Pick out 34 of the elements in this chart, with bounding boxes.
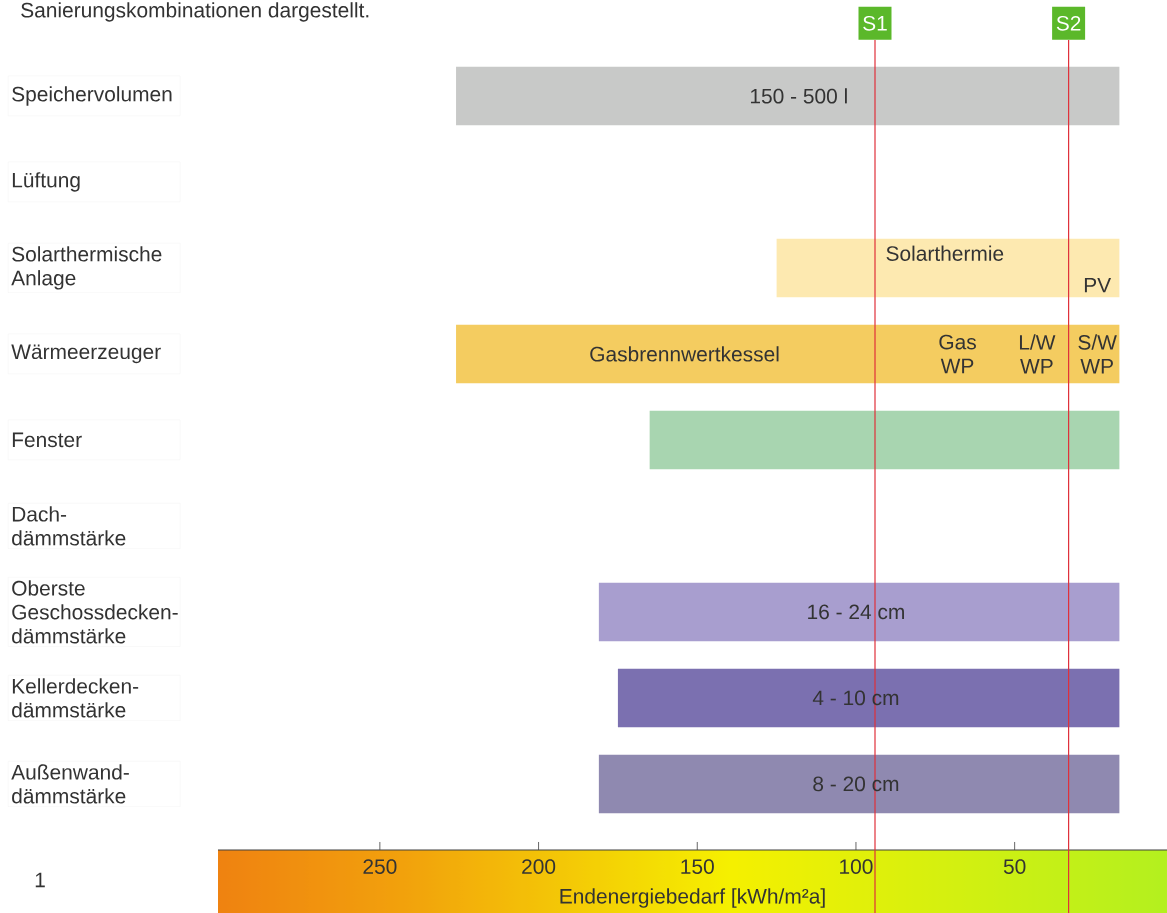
x-tick-label: 250: [363, 859, 397, 874]
y-tick-label: Fenster: [12, 432, 82, 448]
y-tick-label: Oberste Geschossdecken-dämmstärke: [12, 580, 178, 644]
x-tick-label: 200: [522, 859, 556, 874]
bar: [617, 668, 1120, 728]
bar: [456, 66, 1120, 126]
ref-line-label: S1: [863, 15, 887, 31]
annotation: 16 - 24 cm: [808, 604, 904, 620]
bar: [598, 754, 1120, 814]
x-tick-label: 150: [681, 859, 714, 874]
x-tick-label: 50: [1003, 859, 1026, 874]
x-tick-label: 100: [840, 859, 873, 874]
y-tick-label: Speichervolumen: [12, 86, 172, 106]
bar: [456, 324, 1120, 384]
bar: [776, 238, 1120, 298]
y-tick-label: Dach-dämmstärke: [12, 506, 126, 546]
ref-line-label: S2: [1056, 15, 1081, 31]
annotation: 150 - 500 l: [750, 88, 847, 104]
annotation: Solarthermie: [886, 245, 1004, 261]
annotation: PV: [1084, 277, 1112, 293]
chart-title: Sanierungskombinationen dargestellt.: [21, 2, 369, 22]
y-tick-label: Lüftung: [12, 172, 80, 192]
bar: [649, 410, 1120, 470]
annotation: L/W WP: [1019, 334, 1056, 374]
y-tick-label: Solarthermische Anlage: [11, 246, 162, 290]
text: 1: [35, 872, 45, 888]
bar: [598, 582, 1120, 642]
y-tick-label: Wärmeerzeuger: [11, 344, 161, 364]
y-tick-label: Außenwand-dämmstärke: [11, 764, 129, 804]
x-axis-title: Endenergiebedarf [kWh/m²a]: [560, 888, 825, 908]
annotation: Gas WP: [939, 334, 976, 374]
y-tick-label: Kellerdecken-dämmstärke: [12, 678, 139, 718]
annotation: S/W WP: [1078, 334, 1117, 374]
annotation: Gasbrennwertkessel: [590, 346, 779, 362]
